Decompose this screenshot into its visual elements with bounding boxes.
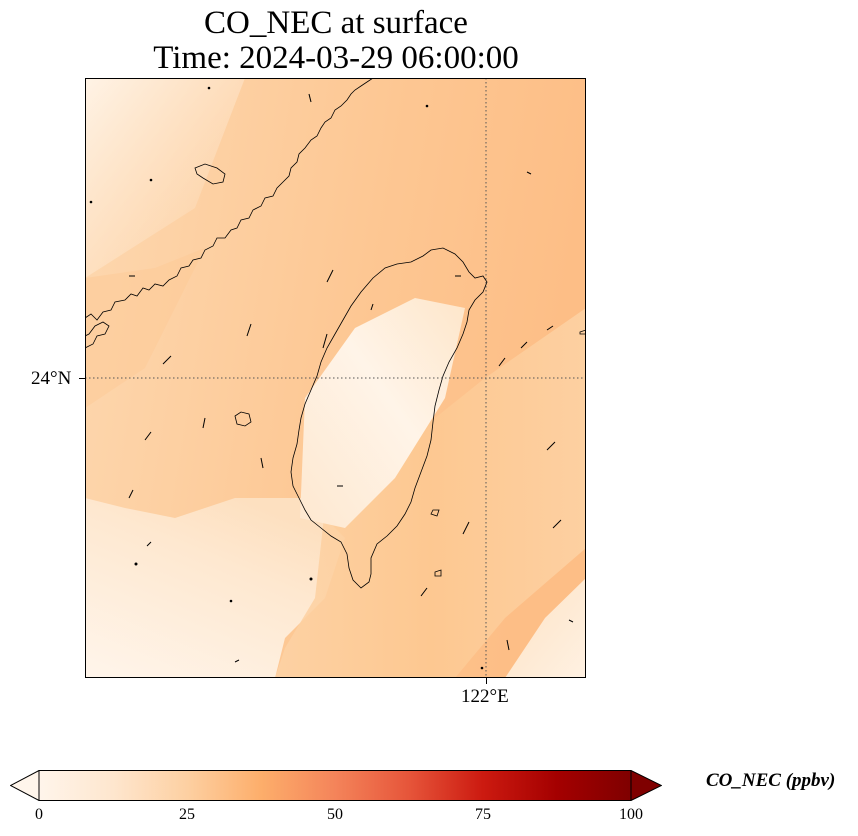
wind-arrow [546,325,554,331]
wind-arrow [308,93,312,103]
wind-arrow [462,521,470,535]
colorbar-extend-max [630,770,662,801]
lat-tick [79,378,85,379]
wind-arrow [420,587,428,597]
mainland-coastline-inlet [85,321,110,349]
wind-arrow [146,541,152,547]
wind-arrow [370,303,374,311]
penghu-islands [234,411,252,427]
wind-arrow [546,441,556,451]
colorbar [10,770,662,801]
colorbar-tick-label: 50 [327,806,343,823]
wind-arrow [480,666,484,670]
map-title: CO_NEC at surface [204,5,468,41]
small-island [430,509,440,517]
wind-arrow [246,323,252,337]
small-island [579,329,586,335]
wind-arrow [322,333,328,349]
wind-arrow [162,355,172,365]
wind-arrow [526,171,532,175]
wind-vectors [89,86,574,670]
wind-arrow [506,639,510,651]
lon-label: 122°E [461,686,509,707]
colorbar-tick-label: 0 [35,806,43,823]
map-time: Time: 2024-03-29 06:00:00 [153,40,519,76]
field-darker-strait [85,248,205,408]
map-border [85,78,586,678]
coast-island [194,163,226,185]
wind-arrow [207,86,211,90]
wind-arrow [552,519,562,529]
wind-arrow [89,200,93,204]
wind-arrow [498,357,506,367]
wind-arrow [128,489,134,499]
wind-arrow [326,269,334,283]
wind-arrow [202,417,206,429]
wind-arrow [234,659,240,663]
wind-arrow [229,599,233,603]
lon-tick [486,678,487,684]
field-light-southeast [505,578,586,678]
map-panel [85,78,586,678]
mainland-coastline [85,78,374,321]
wind-arrow [425,104,429,108]
lat-label: 24°N [31,368,72,389]
wind-arrow [260,457,264,469]
concentration-map [85,78,586,678]
colorbar-tick-label: 25 [179,806,195,823]
colorbar-label: CO_NEC (ppbv) [706,770,836,791]
field-band-south [275,308,586,678]
wind-arrow [520,341,528,349]
small-island [434,569,442,577]
wind-arrow [309,577,313,581]
colorbar-tick-label: 100 [619,806,643,823]
wind-arrow [134,562,138,566]
field-light-northwest [85,78,245,278]
field-plume-island [300,298,465,528]
taiwan-coastline [290,247,488,589]
wind-arrow [568,619,574,623]
wind-arrow [149,178,153,182]
colorbar-tick-label: 75 [475,806,491,823]
colorbar-gradient [39,770,631,801]
wind-arrow [144,431,152,441]
colorbar-extend-min [10,770,40,801]
